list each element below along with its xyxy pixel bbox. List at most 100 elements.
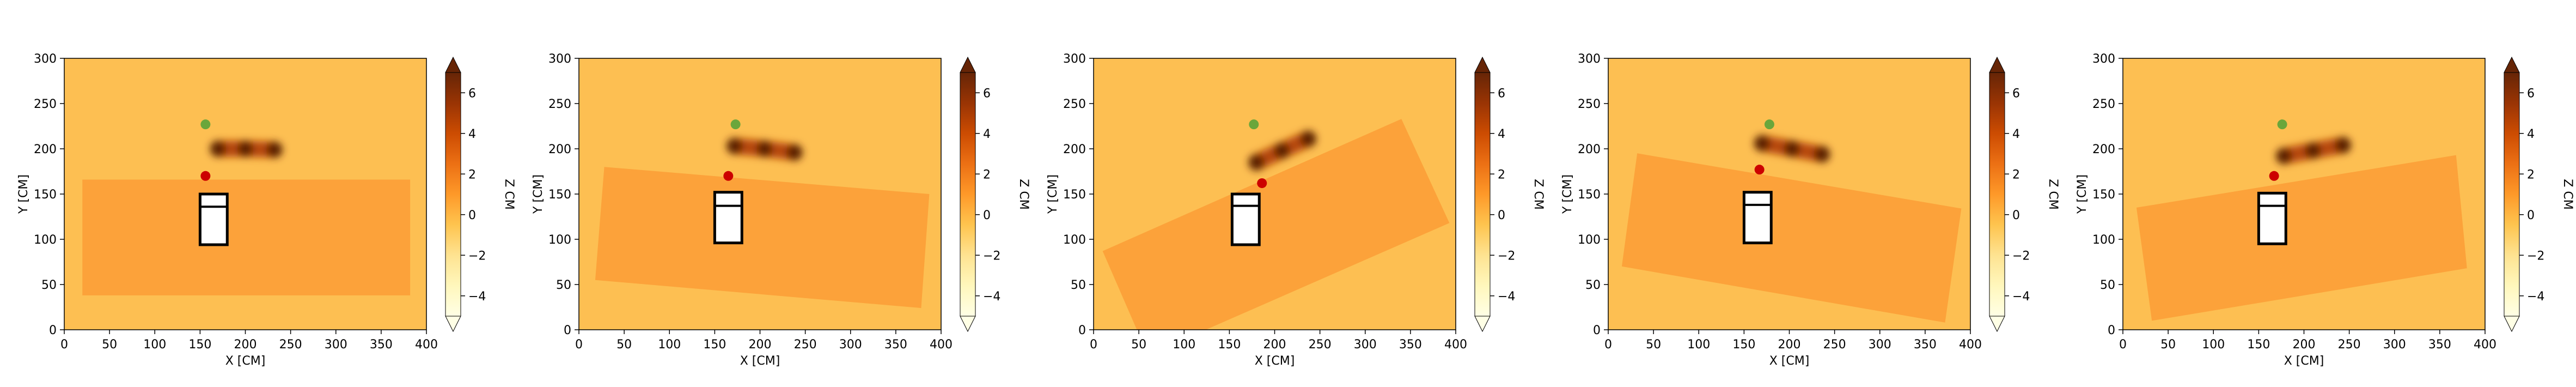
x-tick-label: 350 [2428, 338, 2451, 352]
x-tick-label: 200 [2293, 338, 2316, 352]
colorbar-tick-label: 2 [983, 168, 991, 182]
red-marker [1754, 165, 1765, 175]
colorbar-extend-max [2504, 56, 2520, 73]
height-blob [2275, 137, 2351, 165]
x-tick-label: 350 [1914, 338, 1937, 352]
x-tick-label: 0 [1604, 338, 1612, 352]
red-marker [1257, 178, 1267, 189]
colorbar-tick-label: 6 [983, 87, 991, 100]
blob-peak-1 [1248, 154, 1265, 171]
x-tick-label: 100 [143, 338, 166, 352]
plot-area [2123, 58, 2485, 330]
x-tick-label: 100 [658, 338, 681, 352]
red-marker [723, 171, 734, 181]
y-tick-label: 250 [548, 98, 571, 111]
blob-peak-1 [1754, 135, 1771, 152]
y-tick-label: 200 [1578, 143, 1601, 156]
colorbar-tick-label: 2 [2527, 168, 2535, 182]
colorbar-tick-label: −4 [1498, 290, 1515, 304]
colorbar-tick-label: 6 [2527, 87, 2535, 100]
x-tick-label: 150 [1218, 338, 1241, 352]
colorbar-tick-label: 0 [468, 209, 476, 222]
plot-area [64, 58, 426, 330]
table-region [1621, 153, 1962, 323]
colorbar-tick-label: −2 [2527, 249, 2544, 263]
object-box [1742, 191, 1773, 245]
colorbar-tick-label: −2 [468, 249, 486, 263]
colorbar-tick-label: 6 [1498, 87, 1505, 100]
object-box [713, 191, 743, 245]
object-box [198, 192, 229, 246]
colorbar-label: Z CM [2046, 179, 2060, 209]
colorbar: −4 −2 0 2 4 6 Z CM [1474, 56, 1545, 332]
height-blob [210, 141, 283, 158]
object-box [1230, 192, 1261, 246]
object-box [2257, 191, 2287, 245]
x-tick-label: 50 [102, 338, 117, 352]
colorbar-frame [960, 72, 976, 317]
blob-peak-3 [1300, 130, 1317, 147]
x-tick-label: 350 [370, 338, 393, 352]
x-tick-label: 50 [1646, 338, 1661, 352]
x-tick-label: 250 [794, 338, 817, 352]
y-tick-label: 300 [1063, 52, 1086, 66]
blob-peak-3 [2334, 137, 2351, 154]
colorbar-extend-min [1989, 316, 2005, 332]
colorbar-tick-label: −4 [983, 290, 1000, 304]
y-tick-label: 200 [548, 143, 571, 156]
plot-area [1094, 58, 1456, 330]
colorbar-frame [1474, 72, 1491, 317]
blob-peak-2 [1784, 141, 1800, 157]
x-tick-label: 150 [188, 338, 211, 352]
x-tick-label: 400 [1959, 338, 1982, 352]
blob-peak-3 [786, 144, 803, 161]
colorbar-frame [445, 72, 461, 317]
x-tick-label: 200 [749, 338, 772, 352]
height-blob [726, 138, 803, 161]
colorbar-tick-label: −2 [1498, 249, 1515, 263]
y-tick-label: 100 [34, 233, 57, 247]
chart-panel-5: 0 50 100 150 200 250 300 350 400 0 50 100 150 200 250 3… [2076, 52, 2574, 368]
x-tick-label: 50 [616, 338, 632, 352]
x-tick-label: 200 [234, 338, 257, 352]
colorbar-extend-min [1474, 316, 1491, 332]
y-tick-label: 100 [1578, 233, 1601, 247]
colorbar-label: Z CM [2561, 179, 2574, 209]
x-axis-label: X [CM] [1769, 354, 1810, 368]
y-tick-label: 50 [2100, 279, 2115, 292]
x-axis-label: X [CM] [225, 354, 266, 368]
x-tick-label: 350 [884, 338, 907, 352]
x-tick-label: 50 [2160, 338, 2176, 352]
blob-peak-1 [726, 138, 743, 155]
x-tick-label: 300 [1354, 338, 1377, 352]
x-tick-label: 400 [1444, 338, 1467, 352]
y-tick-label: 50 [556, 279, 571, 292]
y-tick-label: 150 [34, 188, 57, 202]
colorbar: −4 −2 0 2 4 6 Z CM [2504, 56, 2574, 332]
y-tick-label: 100 [2092, 233, 2115, 247]
green-marker [1249, 119, 1259, 130]
y-tick-label: 200 [1063, 143, 1086, 156]
colorbar-tick-label: 0 [983, 209, 991, 222]
y-tick-label: 200 [2092, 143, 2115, 156]
green-marker [1764, 119, 1774, 130]
x-tick-label: 150 [1732, 338, 1755, 352]
y-tick-label: 50 [41, 279, 57, 292]
colorbar-gradient [1989, 72, 2005, 316]
y-tick-label: 100 [548, 233, 571, 247]
x-tick-label: 50 [1131, 338, 1146, 352]
colorbar-gradient [445, 72, 461, 316]
y-tick-label: 250 [1063, 98, 1086, 111]
x-tick-label: 300 [839, 338, 862, 352]
x-tick-label: 400 [930, 338, 953, 352]
y-tick-label: 0 [564, 324, 571, 337]
x-tick-label: 150 [2247, 338, 2270, 352]
colorbar-extend-max [445, 56, 461, 73]
y-axis-label: Y [CM] [532, 174, 545, 214]
x-tick-label: 0 [2119, 338, 2127, 352]
colorbar-tick-label: 6 [468, 87, 476, 100]
blob-peak-1 [210, 141, 227, 157]
x-tick-label: 0 [575, 338, 583, 352]
x-tick-label: 150 [703, 338, 726, 352]
